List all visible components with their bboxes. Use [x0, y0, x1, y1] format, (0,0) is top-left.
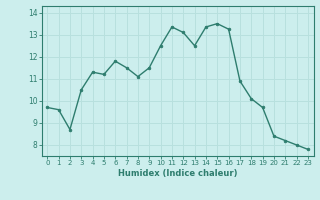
X-axis label: Humidex (Indice chaleur): Humidex (Indice chaleur)	[118, 169, 237, 178]
